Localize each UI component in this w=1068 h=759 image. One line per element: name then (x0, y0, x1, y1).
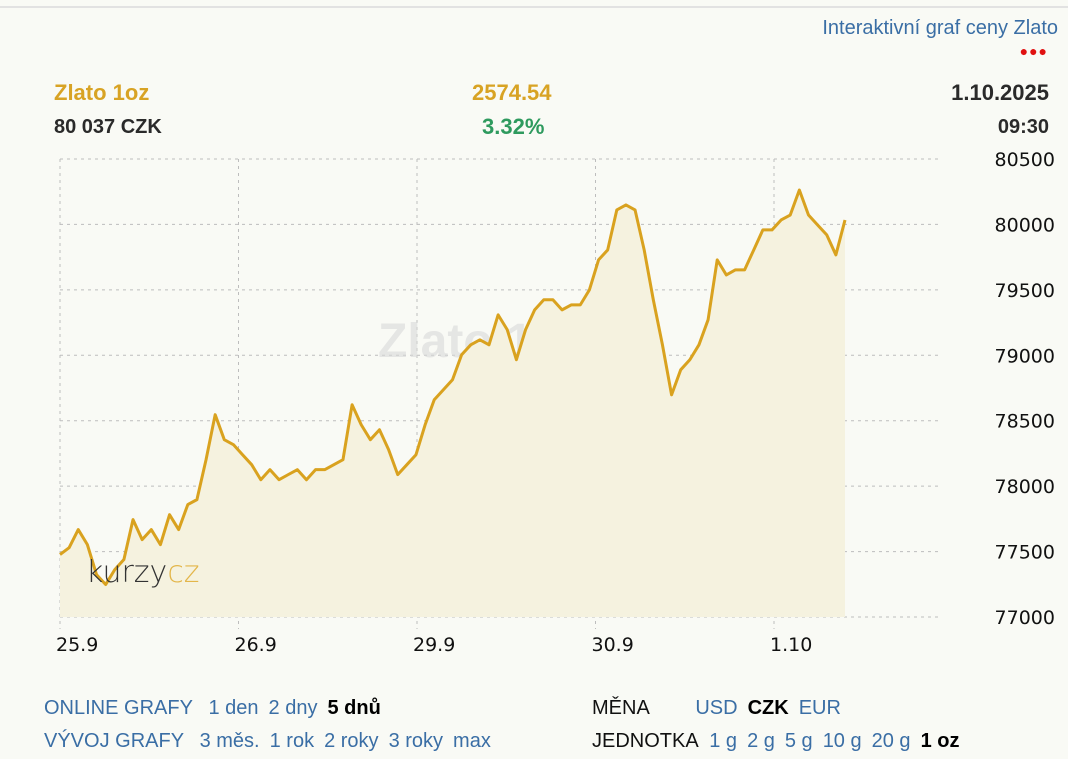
y-tick-label: 79500 (995, 280, 1055, 302)
price-usd: 2574.54 (472, 80, 552, 105)
x-tick-label: 1.10 (770, 634, 812, 656)
nav-currency-option[interactable]: USD (695, 697, 738, 719)
currency-label: MĚNA (592, 697, 650, 719)
nav-history-option[interactable]: 2 roky (324, 730, 379, 752)
nav-unit-option[interactable]: 20 g (871, 730, 911, 752)
price-line (59, 188, 847, 587)
svg-text:kurzycz: kurzycz (86, 555, 200, 590)
nav-unit-option[interactable]: 1 g (709, 730, 738, 752)
quote-time: 09:30 (997, 116, 1049, 138)
x-tick-label: 30.9 (592, 634, 634, 656)
kurzy-logo: kurzycz (86, 555, 200, 590)
nav-online-option[interactable]: 2 dny (268, 697, 318, 719)
y-tick-label: 80500 (995, 149, 1055, 171)
nav-unit-option[interactable]: 1 oz (920, 730, 960, 752)
x-tick-label: 26.9 (235, 634, 277, 656)
x-tick-label: 29.9 (413, 634, 455, 656)
price-change: 3.32% (482, 114, 545, 139)
y-tick-label: 78000 (995, 476, 1055, 498)
commodity-name: Zlato 1oz (54, 80, 150, 105)
y-tick-label: 80000 (995, 214, 1055, 236)
y-tick-label: 77000 (995, 607, 1055, 629)
y-tick-label: 78500 (995, 411, 1055, 433)
history-charts-label: VÝVOJ GRAFY (44, 730, 185, 752)
price-czk: 80 037 CZK (54, 116, 162, 138)
nav-currency-option[interactable]: CZK (747, 697, 789, 719)
unit-nav: JEDNOTKA 1 g 2 g 5 g 10 g 20 g 1 oz (592, 730, 979, 753)
price-chart[interactable]: Zlato 1 oz kurzycz 805008000079500790007… (0, 0, 1068, 680)
nav-online-option[interactable]: 5 dnů (327, 697, 381, 719)
nav-history-option[interactable]: 3 měs. (199, 730, 260, 752)
online-charts-label: ONLINE GRAFY (44, 697, 193, 719)
price-area (60, 190, 845, 618)
quote-date: 1.10.2025 (951, 80, 1049, 105)
top-divider (0, 6, 1068, 8)
nav-unit-option[interactable]: 5 g (784, 730, 813, 752)
online-charts-nav: ONLINE GRAFY 1 den 2 dny 5 dnů (44, 697, 401, 720)
nav-unit-option[interactable]: 2 g (747, 730, 775, 752)
nav-history-option[interactable]: max (453, 730, 491, 752)
nav-history-option[interactable]: 1 rok (269, 730, 315, 752)
nav-online-option[interactable]: 1 den (208, 697, 259, 719)
nav-unit-option[interactable]: 10 g (822, 730, 862, 752)
y-tick-label: 79000 (995, 345, 1055, 367)
currency-nav: MĚNA USD CZK EUR (592, 697, 861, 720)
y-tick-label: 77500 (995, 542, 1055, 564)
history-charts-nav: VÝVOJ GRAFY 3 měs. 1 rok 2 roky 3 roky max (44, 730, 511, 753)
ellipsis-icon[interactable]: ●●● (1019, 43, 1048, 59)
unit-label: JEDNOTKA (592, 730, 699, 752)
nav-history-option[interactable]: 3 roky (388, 730, 444, 752)
interactive-chart-link[interactable]: Interaktivní graf ceny Zlato (822, 17, 1058, 39)
nav-currency-option[interactable]: EUR (798, 697, 841, 719)
x-tick-label: 25.9 (56, 634, 98, 656)
